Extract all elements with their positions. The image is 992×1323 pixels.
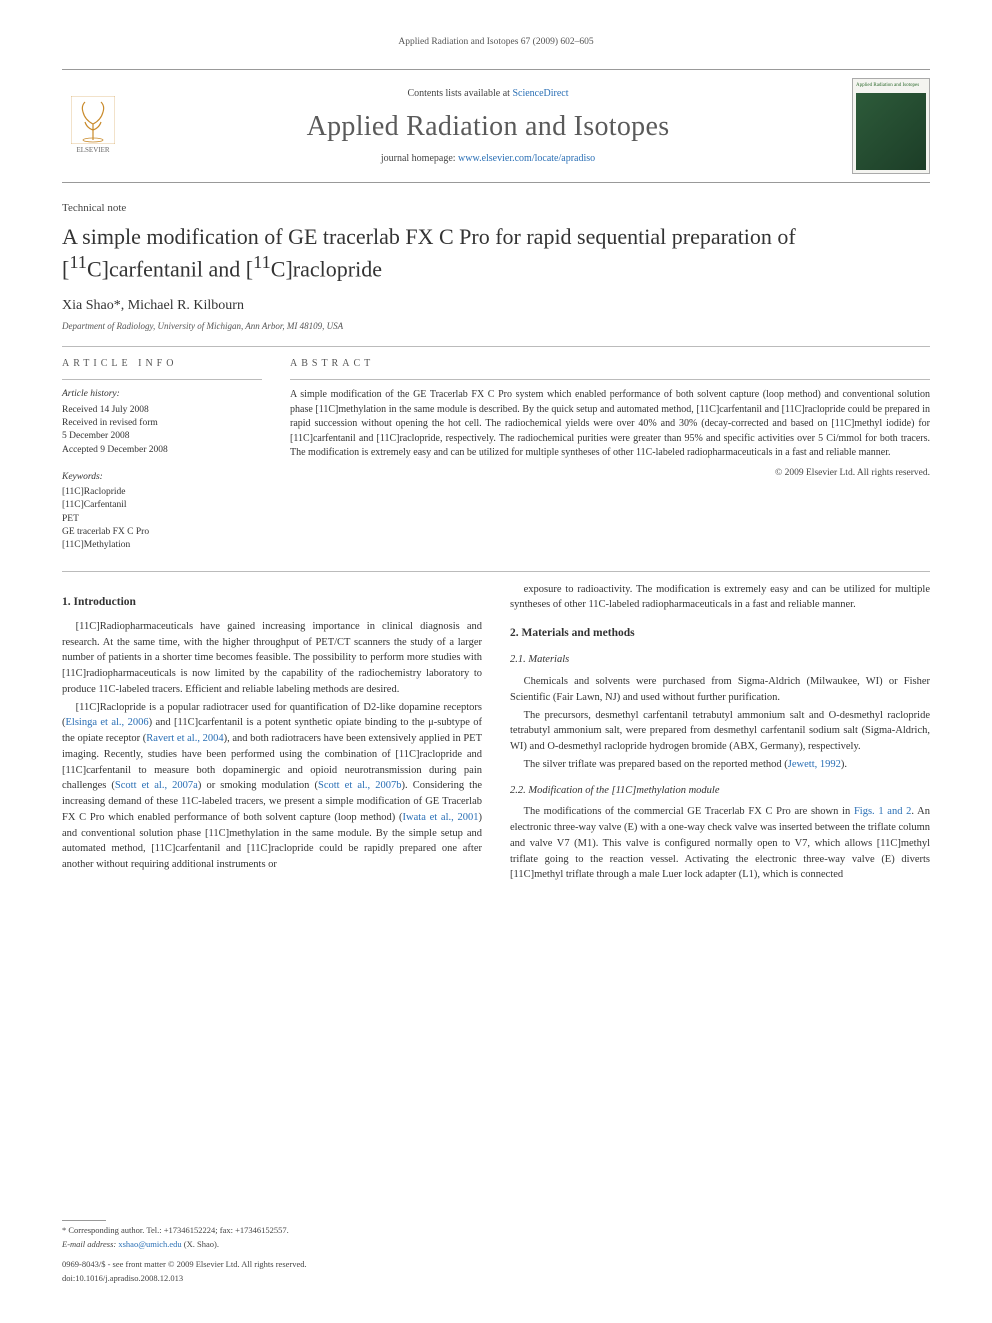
title-part: C]carfentanil and [ <box>87 257 253 282</box>
section-2-2-head: 2.2. Modification of the [11C]methylatio… <box>510 783 930 799</box>
body-para: exposure to radioactivity. The modificat… <box>510 582 930 614</box>
body-para: The silver triflate was prepared based o… <box>510 757 930 773</box>
journal-cover-thumb: Applied Radiation and Isotopes <box>852 78 930 174</box>
cover-label: Applied Radiation and Isotopes <box>856 82 926 89</box>
journal-header: ELSEVIER Contents lists available at Sci… <box>62 69 930 183</box>
text-run: The silver triflate was prepared based o… <box>524 759 788 770</box>
article-type: Technical note <box>62 201 930 216</box>
revised-line: Received in revised form <box>62 417 262 430</box>
homepage-label: journal homepage: <box>381 153 456 164</box>
rights-line: © 2009 Elsevier Ltd. All rights reserved… <box>290 467 930 480</box>
journal-title: Applied Radiation and Isotopes <box>124 107 852 146</box>
text-run: . An electronic three-way valve (E) with… <box>510 806 930 880</box>
article-info: ARTICLE INFO Article history: Received 1… <box>62 357 262 552</box>
header-center: Contents lists available at ScienceDirec… <box>124 87 852 166</box>
keyword: PET <box>62 513 262 526</box>
authors: Xia Shao*, Michael R. Kilbourn <box>62 296 930 316</box>
body-columns: 1. Introduction [11C]Radiopharmaceutical… <box>62 582 930 884</box>
elsevier-tree-icon <box>71 96 115 144</box>
affiliation: Department of Radiology, University of M… <box>62 320 930 333</box>
doi-line: doi:10.1016/j.apradiso.2008.12.013 <box>62 1273 462 1285</box>
contents-line: Contents lists available at ScienceDirec… <box>124 87 852 101</box>
divider <box>62 571 930 572</box>
article-title: A simple modification of GE tracerlab FX… <box>62 223 930 285</box>
citation-link[interactable]: Ravert et al., 2004 <box>146 733 223 744</box>
section-1-head: 1. Introduction <box>62 594 482 611</box>
keyword: GE tracerlab FX C Pro <box>62 526 262 539</box>
abstract-block: ABSTRACT A simple modification of the GE… <box>290 357 930 552</box>
text-run: ). <box>841 759 847 770</box>
cover-image <box>856 93 926 170</box>
sciencedirect-link[interactable]: ScienceDirect <box>512 88 568 99</box>
figure-link[interactable]: Figs. 1 and 2 <box>854 806 911 817</box>
contents-label: Contents lists available at <box>407 88 509 99</box>
body-para: [11C]Raclopride is a popular radiotracer… <box>62 700 482 873</box>
keywords-block: Keywords: [11C]Raclopride [11C]Carfentan… <box>62 471 262 553</box>
running-head: Applied Radiation and Isotopes 67 (2009)… <box>62 36 930 49</box>
abstract-head: ABSTRACT <box>290 357 930 371</box>
article-info-head: ARTICLE INFO <box>62 357 262 371</box>
citation-link[interactable]: Elsinga et al., 2006 <box>66 717 149 728</box>
homepage-link[interactable]: www.elsevier.com/locate/apradiso <box>458 153 595 164</box>
body-para: [11C]Radiopharmaceuticals have gained in… <box>62 619 482 698</box>
footer: * Corresponding author. Tel.: +173461522… <box>62 1220 462 1287</box>
keyword: [11C]Raclopride <box>62 486 262 499</box>
homepage-line: journal homepage: www.elsevier.com/locat… <box>124 152 852 166</box>
title-part: C]raclopride <box>271 257 382 282</box>
copyright-line: 0969-8043/$ - see front matter © 2009 El… <box>62 1259 462 1271</box>
text-run: ) or smoking modulation ( <box>198 780 318 791</box>
title-sup: 11 <box>253 252 271 272</box>
history-label: Article history: <box>62 388 262 401</box>
email-name: (X. Shao). <box>184 1239 219 1249</box>
citation-link[interactable]: Jewett, 1992 <box>788 759 841 770</box>
citation-link[interactable]: Iwata et al., 2001 <box>403 812 479 823</box>
revised-date: 5 December 2008 <box>62 430 262 443</box>
body-para: The modifications of the commercial GE T… <box>510 804 930 883</box>
received-line: Received 14 July 2008 <box>62 404 262 417</box>
abstract-text: A simple modification of the GE Tracerla… <box>290 388 930 461</box>
citation-link[interactable]: Scott et al., 2007a <box>115 780 198 791</box>
email-link[interactable]: xshao@umich.edu <box>118 1239 181 1249</box>
divider <box>62 379 262 380</box>
publisher-name: ELSEVIER <box>76 146 109 156</box>
corresponding-author: * Corresponding author. Tel.: +173461522… <box>62 1225 462 1237</box>
text-run: The modifications of the commercial GE T… <box>524 806 854 817</box>
keyword: [11C]Methylation <box>62 539 262 552</box>
accepted-line: Accepted 9 December 2008 <box>62 444 262 457</box>
section-2-head: 2. Materials and methods <box>510 625 930 642</box>
body-para: Chemicals and solvents were purchased fr… <box>510 674 930 706</box>
section-2-1-head: 2.1. Materials <box>510 652 930 668</box>
divider <box>62 1220 106 1221</box>
divider <box>62 346 930 347</box>
info-abstract-row: ARTICLE INFO Article history: Received 1… <box>62 357 930 552</box>
keywords-label: Keywords: <box>62 471 262 484</box>
keyword: [11C]Carfentanil <box>62 499 262 512</box>
title-sup: 11 <box>69 252 87 272</box>
citation-link[interactable]: Scott et al., 2007b <box>318 780 402 791</box>
body-para: The precursors, desmethyl carfentanil te… <box>510 708 930 755</box>
divider <box>290 379 930 380</box>
email-label: E-mail address: <box>62 1239 116 1249</box>
email-line: E-mail address: xshao@umich.edu (X. Shao… <box>62 1239 462 1251</box>
publisher-logo: ELSEVIER <box>62 92 124 160</box>
